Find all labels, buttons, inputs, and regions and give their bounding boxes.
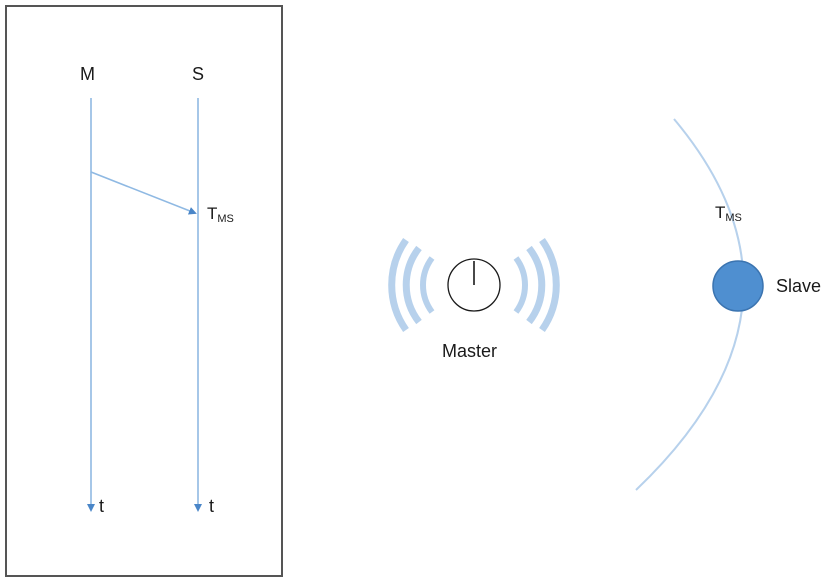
radio-waves-icon — [388, 237, 560, 333]
slave-node — [712, 260, 764, 312]
delay-label-scene: TMS — [715, 203, 742, 224]
master-label: Master — [442, 341, 498, 361]
master-dial-icon — [447, 258, 501, 312]
delay-label-timing: TMS — [207, 204, 234, 225]
master-column-label: M — [80, 64, 95, 84]
timing-diagram-frame — [5, 5, 283, 577]
slave-column-label: S — [192, 64, 205, 84]
master-time-label: t — [99, 496, 105, 516]
slave-time-label: t — [209, 496, 215, 516]
slave-label: Slave — [776, 276, 822, 296]
message-arrow — [90, 171, 197, 215]
